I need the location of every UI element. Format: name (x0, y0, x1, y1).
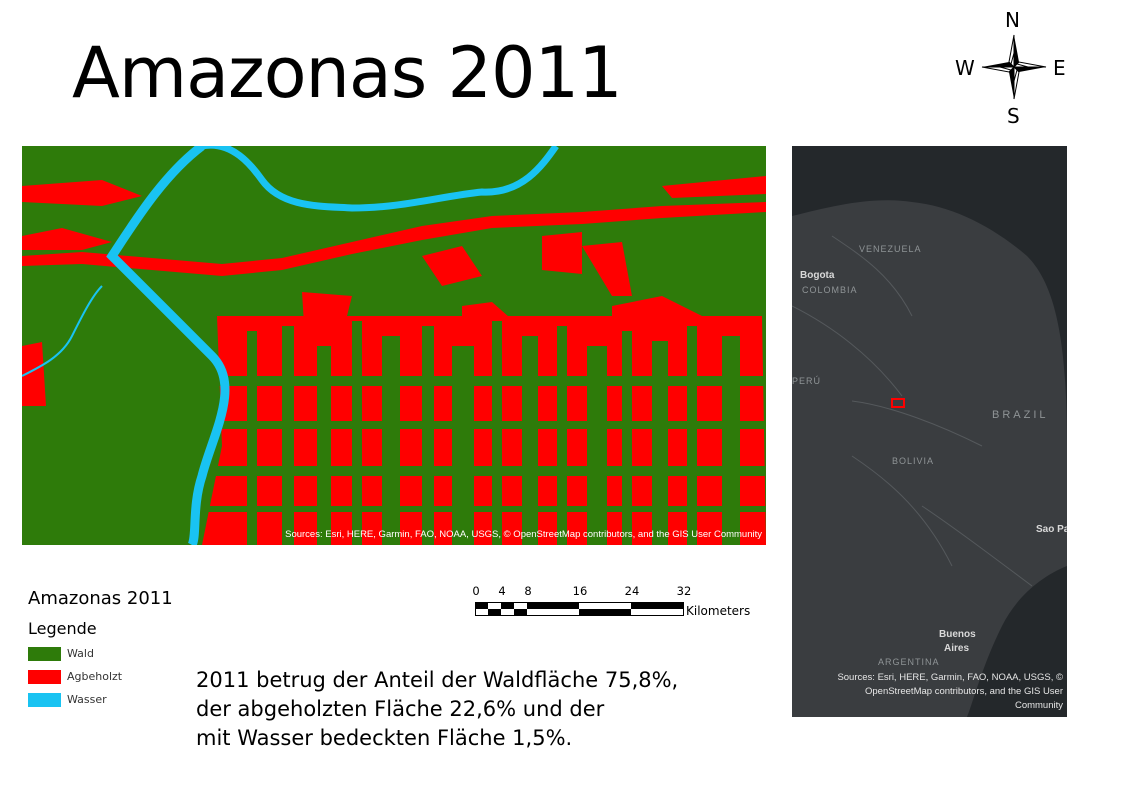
legend-swatch-water (28, 693, 61, 707)
legend-label-deforested: Agbeholzt (67, 670, 123, 683)
forest-strips (202, 321, 766, 545)
overview-label-peru: PERÚ (792, 376, 822, 386)
main-map-attribution: Sources: Esri, HERE, Garmin, FAO, NOAA, … (285, 529, 762, 540)
compass-east-label: E (1053, 56, 1066, 80)
compass-star-icon (981, 34, 1047, 100)
continent-landmass (792, 200, 1067, 717)
compass-rose: N S E W (955, 8, 1073, 130)
scale-tick-16: 16 (572, 584, 588, 598)
overview-label-sao-paulo: Sao Pa (1036, 524, 1067, 535)
compass-south-label: S (1007, 104, 1020, 128)
scale-bar: 0 4 8 16 24 32 Kilometers (470, 582, 760, 622)
legend-swatch-deforested (28, 670, 61, 684)
legend-item-forest: Wald (28, 647, 228, 661)
overview-label-argentina: ARGENTINA (878, 657, 940, 667)
overview-label-bogota: Bogota (800, 270, 835, 281)
study-area-marker (891, 398, 905, 408)
legend-swatch-forest (28, 647, 61, 661)
map-title: Amazonas 2011 (72, 32, 623, 114)
overview-map: VENEZUELA Bogota COLOMBIA PERÚ BRAZIL BO… (792, 146, 1067, 717)
legend-title: Amazonas 2011 (28, 588, 173, 609)
main-deforestation-map: Sources: Esri, HERE, Garmin, FAO, NOAA, … (22, 146, 766, 545)
overview-map-attribution: Sources: Esri, HERE, Garmin, FAO, NOAA, … (837, 672, 1063, 711)
land-cover-raster (22, 146, 766, 545)
scale-tick-4: 4 (498, 584, 506, 598)
legend-item-deforested: Agbeholzt (28, 670, 228, 684)
legend-label-water: Wasser (67, 693, 107, 706)
scale-tick-32: 32 (676, 584, 692, 598)
scale-tick-24: 24 (624, 584, 640, 598)
south-america-basemap (792, 146, 1067, 717)
river-network (22, 146, 559, 545)
legend-label-forest: Wald (67, 647, 94, 660)
overview-label-colombia: COLOMBIA (802, 285, 858, 295)
country-borders (792, 235, 1033, 587)
overview-label-buenos-aires-line1: Buenos (939, 629, 976, 640)
description-text: 2011 betrug der Anteil der Waldfläche 75… (196, 666, 678, 753)
legend-subtitle: Legende (28, 619, 97, 638)
overview-label-bolivia: BOLIVIA (892, 456, 935, 466)
description-line-3: mit Wasser bedeckten Fläche 1,5%. (196, 726, 573, 750)
compass-west-label: W (955, 56, 975, 80)
scale-tick-8: 8 (524, 584, 532, 598)
overview-label-buenos-aires-line2: Aires (944, 643, 970, 654)
overview-label-venezuela: VENEZUELA (859, 244, 922, 254)
scale-unit-label: Kilometers (686, 604, 751, 618)
legend-item-water: Wasser (28, 693, 228, 707)
overview-label-brazil: BRAZIL (992, 409, 1049, 421)
scale-bar-graphic (475, 602, 684, 616)
compass-north-label: N (1005, 8, 1020, 32)
description-line-2: der abgeholzten Fläche 22,6% und der (196, 697, 605, 721)
description-line-1: 2011 betrug der Anteil der Waldfläche 75… (196, 668, 679, 692)
scale-tick-0: 0 (472, 584, 480, 598)
